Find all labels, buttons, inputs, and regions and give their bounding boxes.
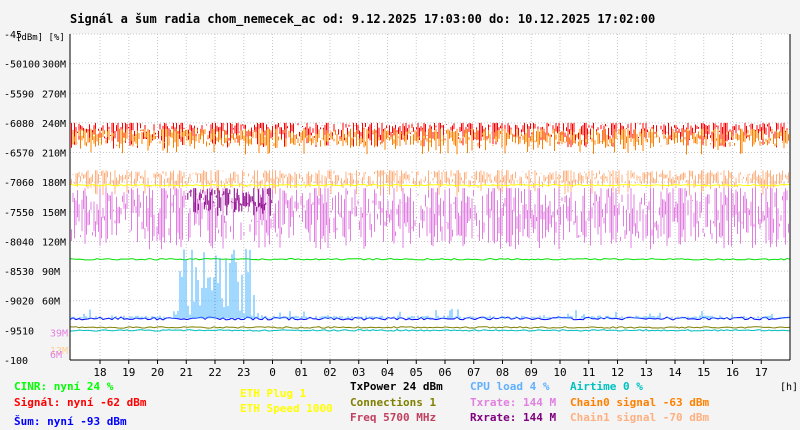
y-tick-dbm: -55 [4,89,22,100]
y-tick-rate: 120M [42,237,66,248]
y-tick-pct: 40 [22,237,34,248]
x-tick-label: 14 [668,366,682,379]
legend-rxrate: Rxrate: 144 M [470,411,557,424]
y-tick-rate: 300M [42,60,66,71]
x-tick-label: 05 [410,366,423,379]
y-tick-rate: 90M [42,267,60,278]
x-tick-label: 19 [122,366,135,379]
y-tick-dbm: -60 [4,119,22,130]
x-tick-label: 02 [323,366,336,379]
legend-connections: Connections 1 [350,396,437,409]
legend-chain0: Chain0 signal -63 dBm [570,396,710,409]
x-tick-label: 18 [93,366,106,379]
y-tick-rate-colored: 39M [50,328,68,339]
series-connections [69,326,791,329]
x-tick-label: 09 [525,366,538,379]
y-tick-pct: 20 [22,297,34,308]
y-tick-dbm: -50 [4,60,22,71]
x-tick-label: 15 [697,366,710,379]
y-tick-pct: 50 [22,208,34,219]
y-tick-rate: 60M [42,297,60,308]
x-tick-label: 12 [611,366,624,379]
y-tick-pct: 70 [22,149,34,160]
x-unit-label: [h] [780,382,798,393]
y-tick-rate: 150M [42,208,66,219]
y-tick-rate: 180M [42,178,66,189]
x-tick-label: 08 [496,366,509,379]
y-tick-rate: 240M [42,119,66,130]
x-tick-label: 17 [755,366,768,379]
y-tick-rate-colored: 6M [50,350,62,361]
legend-eth-plug: ETH Plug 1 [240,387,307,400]
x-tick-label: 0 [269,366,276,379]
y-tick-dbm: -100 [4,356,28,367]
legend-eth-speed: ETH Speed 1000 [240,402,333,415]
y-tick-pct: 30 [22,267,34,278]
y-tick-pct: 80 [22,119,34,130]
x-tick-label: 22 [208,366,221,379]
y-tick-dbm: -45 [4,30,22,41]
legend-txpower: TxPower 24 dBm [350,380,443,393]
y-tick-dbm: -95 [4,326,22,337]
legend-airtime: Airtime 0 % [570,380,643,393]
legend-chain1: Chain1 signal -70 dBm [570,411,710,424]
series-cinr [69,257,791,261]
x-tick-label: 03 [352,366,365,379]
y-tick-dbm: -70 [4,178,22,189]
x-tick-label: 16 [726,366,739,379]
y-tick-dbm: -65 [4,149,22,160]
legend-cpu-load: CPU load 4 % [470,380,550,393]
y-tick-rate: 210M [42,149,66,160]
y-tick-pct: 100 [22,60,40,71]
x-tick-label: 21 [180,366,193,379]
x-tick-label: 10 [553,366,566,379]
y-tick-dbm: -75 [4,208,22,219]
x-tick-label: 13 [640,366,653,379]
y-tick-pct: 60 [22,178,34,189]
x-tick-label: 20 [151,366,164,379]
x-tick-label: 04 [381,366,395,379]
y-tick-dbm: -80 [4,237,22,248]
series-eth-speed [69,183,791,187]
y-tick-dbm: -85 [4,267,22,278]
legend-cinr: CINR: nyní 24 % [14,380,114,393]
legend-signal: Signál: nyní -62 dBm [14,396,147,409]
legend-freq: Freq 5700 MHz [350,411,437,424]
y-tick-dbm: -90 [4,297,22,308]
y-tick-pct: 10 [22,326,34,337]
x-tick-label: 07 [467,366,480,379]
x-tick-label: 06 [438,366,451,379]
y-tick-rate: 270M [42,89,66,100]
legend-txrate: Txrate: 144 M [470,396,557,409]
series-airtime [69,329,791,332]
x-tick-label: 01 [295,366,308,379]
y-tick-pct: 90 [22,89,34,100]
x-tick-label: 23 [237,366,250,379]
y-unit-label: [dBm] [%] [16,33,65,43]
chart-title: Signál a šum radia chom_nemecek_ac od: 9… [70,12,655,27]
y-tick-rate-colored: 13M [50,346,68,357]
legend-noise: Šum: nyní -93 dBm [14,415,127,428]
x-tick-label: 11 [582,366,595,379]
series-rxrate [185,188,273,216]
